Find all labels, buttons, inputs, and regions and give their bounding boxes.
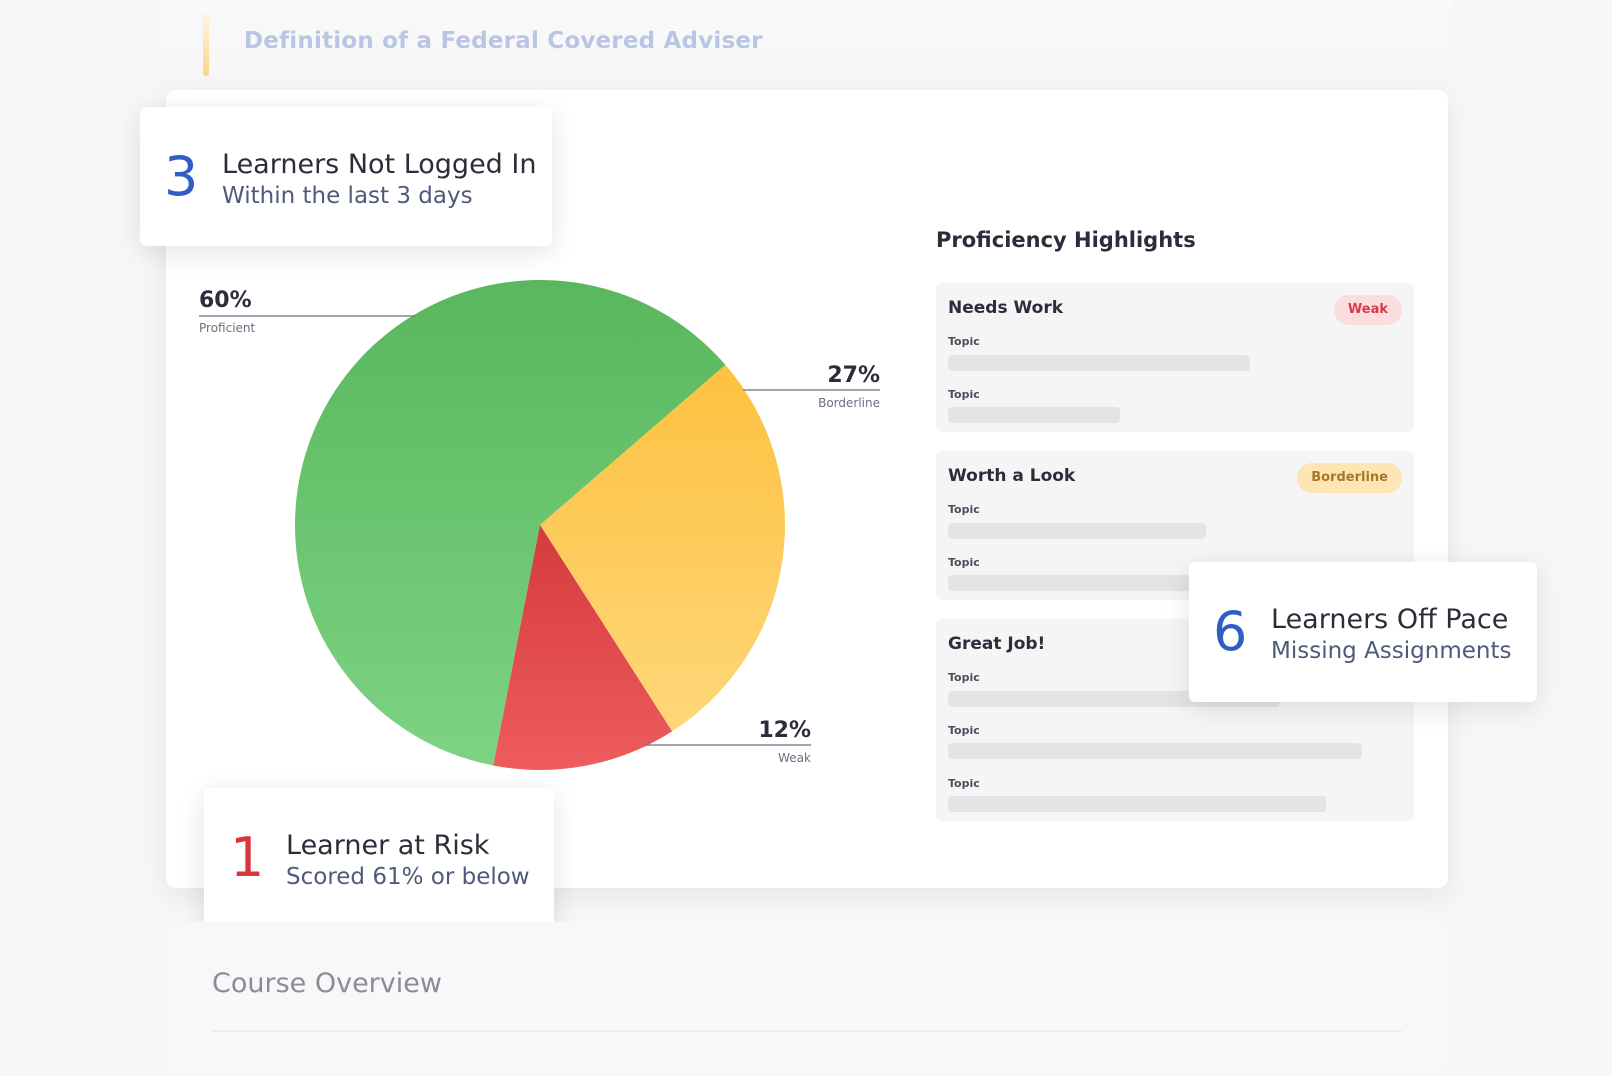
slice-value-label-proficient: 60%: [199, 288, 252, 313]
at-risk-title: Learner at Risk: [286, 830, 490, 861]
topic-placeholder-bar: [948, 355, 1250, 371]
not-logged-in-title: Learners Not Logged In: [222, 149, 537, 180]
topic-placeholder-bar: [948, 743, 1362, 759]
worth-a-look-title: Worth a Look: [948, 466, 1076, 486]
not-logged-in-subtitle: Within the last 3 days: [222, 183, 473, 209]
off-pace-count: 6: [1213, 600, 1248, 663]
topic-placeholder-bar: [948, 407, 1120, 423]
course-overview-title[interactable]: Course Overview: [212, 968, 442, 999]
off-pace-title: Learners Off Pace: [1271, 604, 1509, 635]
topic-label: Topic: [948, 335, 980, 348]
slice-name-label-weak: Weak: [778, 751, 811, 765]
not-logged-in-stat-card[interactable]: 3 Learners Not Logged In Within the last…: [140, 107, 552, 246]
borderline-badge: Borderline: [1297, 463, 1402, 493]
at-risk-stat-card[interactable]: 1 Learner at Risk Scored 61% or below: [204, 788, 554, 927]
pie-slice-borderline[interactable]: [540, 364, 785, 732]
course-overview-divider: [212, 1030, 1402, 1032]
proficiency-highlights-title: Proficiency Highlights: [936, 228, 1196, 252]
needs-work-card[interactable]: Needs Work Weak Topic Topic: [936, 283, 1414, 432]
section-title[interactable]: Definition of a Federal Covered Adviser: [244, 28, 763, 54]
topic-label: Topic: [948, 503, 980, 516]
pie-slice-weak[interactable]: [493, 525, 673, 770]
course-section-header: [160, 0, 1452, 90]
topic-placeholder-bar: [948, 523, 1206, 539]
needs-work-title: Needs Work: [948, 298, 1064, 318]
course-overview-card: [166, 922, 1448, 1072]
topic-label: Topic: [948, 724, 980, 737]
off-pace-stat-card[interactable]: 6 Learners Off Pace Missing Assignments: [1189, 562, 1537, 702]
pie-slice-proficient[interactable]: [294, 279, 726, 766]
topic-placeholder-bar: [948, 575, 1198, 591]
slice-name-label-proficient: Proficient: [199, 321, 256, 335]
topic-label: Topic: [948, 671, 980, 684]
not-logged-in-count: 3: [164, 145, 199, 208]
at-risk-subtitle: Scored 61% or below: [286, 864, 530, 890]
great-job-title: Great Job!: [948, 634, 1046, 654]
topic-label: Topic: [948, 777, 980, 790]
slice-value-label-weak: 12%: [758, 718, 811, 743]
topic-label: Topic: [948, 388, 980, 401]
section-accent-bar: [203, 12, 209, 76]
off-pace-subtitle: Missing Assignments: [1271, 638, 1512, 664]
slice-name-label-borderline: Borderline: [818, 396, 880, 410]
at-risk-count: 1: [230, 826, 265, 889]
topic-placeholder-bar: [948, 796, 1326, 812]
weak-badge: Weak: [1333, 295, 1402, 325]
topic-label: Topic: [948, 556, 980, 569]
slice-value-label-borderline: 27%: [827, 363, 880, 388]
